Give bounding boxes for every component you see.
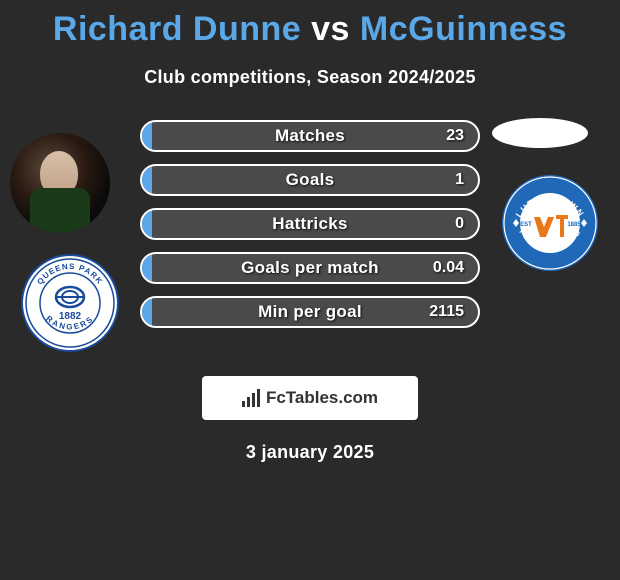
- stat-value: 0: [455, 215, 464, 233]
- player2-avatar: [492, 118, 588, 148]
- svg-text:1882: 1882: [59, 311, 82, 322]
- source-badge: FcTables.com: [202, 376, 418, 420]
- luton-badge-icon: LUTON TOWN FOOTBALL CLUB EST 1885: [500, 173, 600, 273]
- stat-value: 1: [455, 171, 464, 189]
- stat-row-gpm: Goals per match 0.04: [140, 252, 480, 284]
- qpr-badge-icon: QUEENS PARK RANGERS 1882: [20, 253, 120, 353]
- stat-fill: [142, 254, 152, 282]
- stat-label: Matches: [275, 126, 345, 146]
- stat-label: Hattricks: [272, 214, 347, 234]
- title-vs: vs: [301, 10, 360, 48]
- stat-fill: [142, 298, 152, 326]
- stat-label: Goals: [286, 170, 335, 190]
- stat-value: 0.04: [433, 259, 464, 277]
- stat-row-goals: Goals 1: [140, 164, 480, 196]
- player1-club-badge: QUEENS PARK RANGERS 1882: [20, 253, 120, 358]
- player1-avatar: [10, 133, 110, 233]
- infographic-container: Richard Dunne vs McGuinness Club competi…: [0, 0, 620, 473]
- stat-label: Goals per match: [241, 258, 379, 278]
- svg-text:EST: EST: [520, 222, 532, 228]
- stat-fill: [142, 122, 152, 150]
- stats-area: QUEENS PARK RANGERS 1882: [0, 118, 620, 358]
- player2-club-badge: LUTON TOWN FOOTBALL CLUB EST 1885: [500, 173, 600, 278]
- date-label: 3 january 2025: [0, 442, 620, 463]
- svg-text:1885: 1885: [567, 222, 581, 228]
- stat-row-mpg: Min per goal 2115: [140, 296, 480, 328]
- stat-fill: [142, 166, 152, 194]
- player2-placeholder-icon: [492, 118, 588, 148]
- stat-value: 2115: [429, 303, 464, 321]
- player1-face-icon: [10, 133, 110, 233]
- stat-value: 23: [446, 127, 464, 145]
- stat-fill: [142, 210, 152, 238]
- subtitle: Club competitions, Season 2024/2025: [0, 67, 620, 88]
- title-player2: McGuinness: [360, 10, 567, 48]
- stat-row-matches: Matches 23: [140, 120, 480, 152]
- stat-row-hattricks: Hattricks 0: [140, 208, 480, 240]
- title-player1: Richard Dunne: [53, 10, 301, 48]
- bar-chart-icon: [242, 389, 260, 407]
- source-text: FcTables.com: [266, 388, 378, 408]
- stat-rows: Matches 23 Goals 1 Hattricks 0 Goals per…: [140, 118, 480, 328]
- page-title: Richard Dunne vs McGuinness: [0, 10, 620, 49]
- stat-label: Min per goal: [258, 302, 362, 322]
